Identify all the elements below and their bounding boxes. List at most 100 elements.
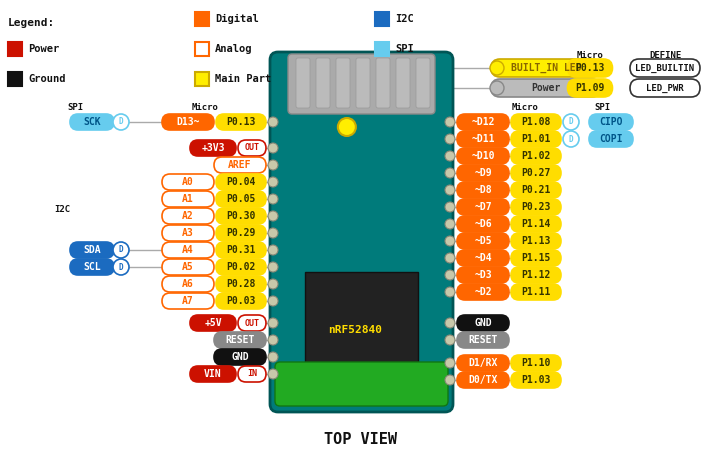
Circle shape (268, 143, 278, 153)
Text: D: D (119, 262, 123, 271)
FancyBboxPatch shape (8, 72, 22, 86)
Text: P0.27: P0.27 (521, 168, 551, 178)
Text: GND: GND (474, 318, 492, 328)
Text: P1.02: P1.02 (521, 151, 551, 161)
Text: nRF52840: nRF52840 (328, 325, 382, 335)
FancyBboxPatch shape (630, 79, 700, 97)
Text: P1.14: P1.14 (521, 219, 551, 229)
Text: SPI: SPI (395, 44, 414, 54)
FancyBboxPatch shape (162, 276, 214, 292)
Circle shape (445, 117, 455, 127)
Text: COPI: COPI (599, 134, 623, 144)
FancyBboxPatch shape (162, 114, 214, 130)
Text: SCK: SCK (84, 117, 101, 127)
FancyBboxPatch shape (511, 182, 561, 198)
FancyBboxPatch shape (216, 114, 266, 130)
Circle shape (268, 117, 278, 127)
FancyBboxPatch shape (216, 225, 266, 241)
FancyBboxPatch shape (457, 148, 509, 164)
Text: P1.09: P1.09 (575, 83, 605, 93)
Text: P0.23: P0.23 (521, 202, 551, 212)
Circle shape (445, 270, 455, 280)
Circle shape (268, 352, 278, 362)
Circle shape (445, 219, 455, 229)
Text: P1.13: P1.13 (521, 236, 551, 246)
Text: ~D8: ~D8 (474, 185, 492, 195)
Text: ~D11: ~D11 (472, 134, 495, 144)
FancyBboxPatch shape (190, 366, 236, 382)
Text: RESET: RESET (225, 335, 255, 345)
Text: A6: A6 (182, 279, 194, 289)
Circle shape (445, 335, 455, 345)
FancyBboxPatch shape (336, 58, 350, 108)
Text: Power: Power (28, 44, 59, 54)
FancyBboxPatch shape (270, 52, 453, 412)
Text: Legend:: Legend: (8, 18, 55, 28)
FancyBboxPatch shape (275, 362, 448, 406)
FancyBboxPatch shape (511, 284, 561, 300)
Circle shape (445, 375, 455, 385)
Text: P1.01: P1.01 (521, 134, 551, 144)
FancyBboxPatch shape (216, 191, 266, 207)
Text: ~D6: ~D6 (474, 219, 492, 229)
Text: P0.05: P0.05 (226, 194, 256, 204)
Text: P0.02: P0.02 (226, 262, 256, 272)
Text: LED_BUILTIN: LED_BUILTIN (636, 64, 695, 73)
Text: A4: A4 (182, 245, 194, 255)
Circle shape (268, 160, 278, 170)
FancyBboxPatch shape (511, 233, 561, 249)
FancyBboxPatch shape (216, 293, 266, 309)
Circle shape (268, 318, 278, 328)
FancyBboxPatch shape (511, 131, 561, 147)
Text: VIN: VIN (204, 369, 222, 379)
Text: P0.13: P0.13 (226, 117, 256, 127)
FancyBboxPatch shape (457, 355, 509, 371)
Circle shape (268, 279, 278, 289)
Text: ~D7: ~D7 (474, 202, 492, 212)
Text: P1.15: P1.15 (521, 253, 551, 263)
Circle shape (445, 168, 455, 178)
Text: P1.12: P1.12 (521, 270, 551, 280)
Text: D: D (569, 134, 573, 143)
Text: D0/TX: D0/TX (468, 375, 498, 385)
FancyBboxPatch shape (216, 242, 266, 258)
Text: P0.30: P0.30 (226, 211, 256, 221)
FancyBboxPatch shape (316, 58, 330, 108)
FancyBboxPatch shape (190, 315, 236, 331)
FancyBboxPatch shape (457, 284, 509, 300)
Text: P0.03: P0.03 (226, 296, 256, 306)
FancyBboxPatch shape (511, 250, 561, 266)
FancyBboxPatch shape (216, 174, 266, 190)
Circle shape (268, 335, 278, 345)
Text: Micro: Micro (577, 51, 603, 59)
Circle shape (445, 185, 455, 195)
Text: +5V: +5V (204, 318, 222, 328)
Circle shape (268, 296, 278, 306)
FancyBboxPatch shape (457, 182, 509, 198)
Text: +3V3: +3V3 (202, 143, 225, 153)
Text: A2: A2 (182, 211, 194, 221)
Circle shape (445, 318, 455, 328)
FancyBboxPatch shape (457, 250, 509, 266)
FancyBboxPatch shape (396, 58, 410, 108)
Text: ~D12: ~D12 (472, 117, 495, 127)
FancyBboxPatch shape (195, 42, 209, 56)
FancyBboxPatch shape (511, 267, 561, 283)
FancyBboxPatch shape (511, 148, 561, 164)
Circle shape (113, 114, 129, 130)
FancyBboxPatch shape (216, 208, 266, 224)
Circle shape (445, 236, 455, 246)
Text: SDA: SDA (84, 245, 101, 255)
FancyBboxPatch shape (216, 276, 266, 292)
Text: Digital: Digital (215, 14, 258, 24)
FancyBboxPatch shape (511, 199, 561, 215)
FancyBboxPatch shape (238, 366, 266, 382)
Text: RESET: RESET (468, 335, 498, 345)
Text: D1/RX: D1/RX (468, 358, 498, 368)
Text: I2C: I2C (54, 206, 70, 214)
Circle shape (113, 242, 129, 258)
FancyBboxPatch shape (511, 165, 561, 181)
Circle shape (445, 287, 455, 297)
FancyBboxPatch shape (457, 332, 509, 348)
Text: OUT: OUT (245, 319, 259, 328)
